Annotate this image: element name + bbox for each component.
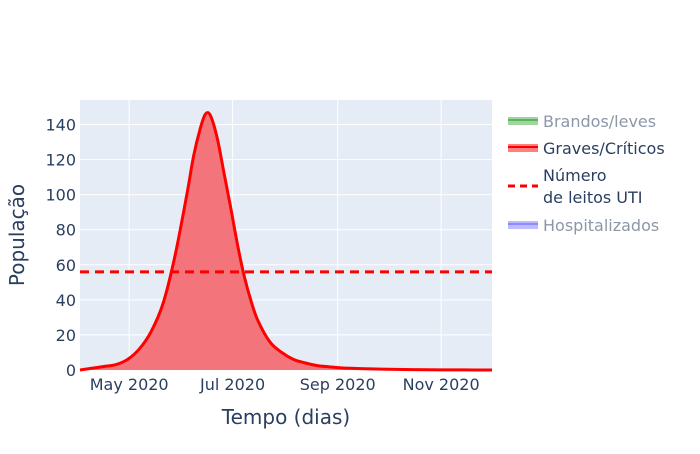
y-axis-title: População: [5, 184, 29, 286]
legend-label: Número: [543, 166, 607, 185]
series-layer: [79, 111, 493, 372]
x-tick-label: Nov 2020: [403, 375, 480, 394]
y-tick-label: 40: [56, 291, 76, 310]
series-area-graves-criticos: [80, 114, 492, 370]
y-tick-label: 140: [45, 116, 76, 135]
y-tick-label: 20: [56, 326, 76, 345]
legend-item[interactable]: Número de leitos UTI: [508, 166, 643, 207]
x-tick-label: Jul 2020: [199, 375, 265, 394]
x-axis-ticks: May 2020 Jul 2020 Sep 2020 Nov 2020: [90, 375, 480, 394]
y-tick-label: 0: [66, 361, 76, 380]
legend[interactable]: Brandos/leves Graves/Críticos Número de lei…: [508, 112, 665, 235]
plot-background: [80, 100, 492, 370]
x-tick-label: Sep 2020: [300, 375, 376, 394]
series-line-graves-criticos: [79, 111, 493, 372]
legend-item[interactable]: Hospitalizados: [508, 216, 659, 235]
y-axis-ticks: 0 20 40 60 80 100 120 140: [45, 116, 76, 380]
y-tick-label: 60: [56, 256, 76, 275]
legend-label: Graves/Críticos: [543, 139, 665, 158]
legend-label: Brandos/leves: [543, 112, 656, 131]
legend-label: de leitos UTI: [543, 188, 643, 207]
x-tick-label: May 2020: [90, 375, 169, 394]
x-axis-title: Tempo (dias): [221, 405, 350, 429]
y-tick-label: 100: [45, 186, 76, 205]
y-tick-label: 80: [56, 221, 76, 240]
y-tick-label: 120: [45, 151, 76, 170]
legend-item[interactable]: Brandos/leves: [508, 112, 656, 131]
legend-item[interactable]: Graves/Críticos: [508, 139, 665, 158]
legend-label: Hospitalizados: [543, 216, 659, 235]
